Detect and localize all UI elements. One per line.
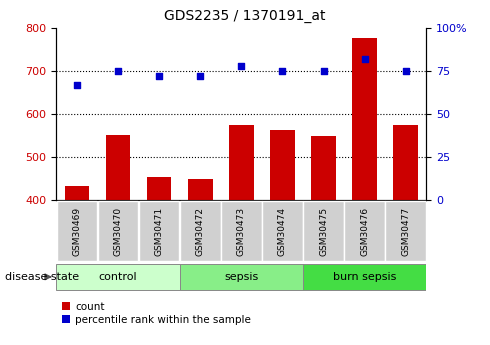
Text: GSM30470: GSM30470 <box>114 207 122 256</box>
Bar <box>56 201 97 261</box>
Text: GSM30472: GSM30472 <box>196 207 205 256</box>
Point <box>155 73 163 79</box>
Bar <box>106 135 130 200</box>
Text: GSM30474: GSM30474 <box>278 207 287 256</box>
Bar <box>344 201 385 261</box>
Bar <box>221 201 262 261</box>
Text: sepsis: sepsis <box>224 272 258 282</box>
Text: GSM30473: GSM30473 <box>237 207 246 256</box>
Point <box>73 82 81 87</box>
Text: GSM30476: GSM30476 <box>360 207 369 256</box>
Bar <box>311 136 336 200</box>
Text: GSM30471: GSM30471 <box>155 207 164 256</box>
Bar <box>188 179 213 200</box>
Bar <box>303 201 344 261</box>
Bar <box>262 201 303 261</box>
Point <box>278 68 286 73</box>
Text: GSM30475: GSM30475 <box>319 207 328 256</box>
Bar <box>180 201 220 261</box>
Bar <box>147 177 172 200</box>
Bar <box>56 264 180 290</box>
Bar <box>65 186 89 200</box>
Legend: count, percentile rank within the sample: count, percentile rank within the sample <box>62 302 251 325</box>
Point <box>238 63 245 68</box>
Bar <box>98 201 138 261</box>
Point <box>196 73 204 79</box>
Text: disease state: disease state <box>5 272 79 282</box>
Text: burn sepsis: burn sepsis <box>333 272 396 282</box>
Point <box>114 68 122 73</box>
Text: control: control <box>98 272 137 282</box>
Point <box>319 68 327 73</box>
Bar <box>229 125 254 200</box>
Text: GSM30469: GSM30469 <box>73 207 81 256</box>
Bar <box>393 125 418 200</box>
Text: GDS2235 / 1370191_at: GDS2235 / 1370191_at <box>164 9 326 23</box>
Bar <box>270 130 295 200</box>
Bar <box>303 264 426 290</box>
Bar <box>139 201 179 261</box>
Text: GSM30477: GSM30477 <box>401 207 410 256</box>
Bar <box>386 201 426 261</box>
Point <box>402 68 410 73</box>
Point <box>361 56 368 61</box>
Bar <box>180 264 303 290</box>
Bar <box>352 38 377 200</box>
